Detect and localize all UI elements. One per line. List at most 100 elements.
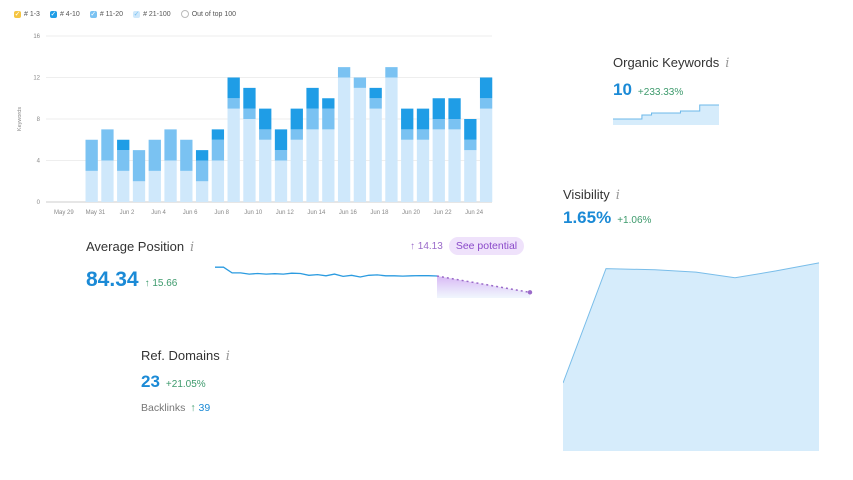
bar-segment[interactable]	[322, 98, 335, 109]
bar-segment[interactable]	[385, 67, 398, 78]
bar-segment[interactable]	[416, 108, 430, 130]
bar-segment[interactable]	[274, 150, 288, 161]
x-tick-label: May 31	[86, 210, 106, 216]
bar-segment[interactable]	[164, 129, 177, 161]
legend-item-1[interactable]: ✓ # 4-10	[49, 10, 80, 18]
bar-segment[interactable]	[448, 119, 461, 130]
bar-segment[interactable]	[337, 67, 351, 78]
bar-segment[interactable]	[448, 129, 461, 202]
bar-segment[interactable]	[101, 160, 114, 203]
y-tick-label: 12	[33, 76, 40, 82]
bar-segment[interactable]	[85, 139, 98, 171]
bar-segment[interactable]	[353, 87, 367, 202]
bar-segment[interactable]	[306, 129, 319, 202]
bar-segment[interactable]	[290, 139, 303, 202]
bar-segment[interactable]	[227, 77, 240, 99]
organic-keywords-title: Organic Keywords	[613, 55, 720, 70]
bar-segment[interactable]	[243, 108, 256, 119]
bar-segment[interactable]	[479, 77, 493, 99]
bar-segment[interactable]	[101, 129, 114, 161]
x-tick-label: Jun 2	[120, 210, 135, 216]
bar-segment[interactable]	[416, 129, 430, 140]
legend-item-2[interactable]: ✓ # 11-20	[89, 10, 123, 18]
bar-segment[interactable]	[164, 160, 177, 203]
bar-segment[interactable]	[148, 139, 161, 171]
bar-segment[interactable]	[290, 129, 303, 140]
legend-item-3[interactable]: ✓ # 21-100	[133, 10, 171, 18]
bar-segment[interactable]	[290, 108, 303, 130]
y-tick-label: 8	[37, 117, 41, 123]
bar-segment[interactable]	[322, 108, 335, 130]
ref-domains-info-icon[interactable]: i	[225, 349, 230, 364]
bar-segment[interactable]	[259, 108, 272, 130]
bar-segment[interactable]	[148, 170, 161, 202]
bar-segment[interactable]	[401, 129, 414, 140]
bar-segment[interactable]	[337, 77, 351, 203]
bar-segment[interactable]	[259, 139, 272, 202]
bar-segment[interactable]	[195, 181, 209, 202]
bar-segment[interactable]	[401, 108, 414, 130]
organic-keywords-value: 10	[613, 80, 632, 99]
bar-segment[interactable]	[85, 170, 98, 202]
bar-segment[interactable]	[369, 87, 382, 99]
avg-position-delta-arrow-icon: ↑	[144, 278, 150, 289]
bar-segment[interactable]	[195, 150, 209, 161]
bar-segment[interactable]	[306, 87, 319, 109]
x-tick-label: Jun 10	[244, 210, 263, 216]
bar-segment[interactable]	[401, 139, 414, 202]
bar-segment[interactable]	[259, 129, 272, 140]
bar-segment[interactable]	[432, 119, 445, 130]
bar-segment[interactable]	[274, 160, 288, 203]
checkbox-unchecked-icon[interactable]	[180, 10, 189, 18]
bar-segment[interactable]	[416, 139, 430, 202]
bar-segment[interactable]	[132, 181, 146, 202]
legend-item-0[interactable]: ✓ # 1-3	[14, 10, 40, 18]
avg-position-sparkline	[215, 266, 533, 298]
bar-segment[interactable]	[211, 129, 225, 140]
bar-segment[interactable]	[195, 160, 209, 182]
bar-segment[interactable]	[479, 98, 493, 109]
avg-position-info-icon[interactable]: i	[190, 240, 195, 255]
bar-segment[interactable]	[211, 160, 225, 203]
visibility-title: Visibility	[563, 187, 610, 202]
checkbox-checked-icon[interactable]: ✓	[49, 10, 57, 18]
potential-arrow-icon: ↑	[410, 240, 415, 252]
bar-segment[interactable]	[243, 87, 256, 109]
bar-segment[interactable]	[385, 77, 398, 203]
avg-position-line	[215, 266, 438, 278]
bar-segment[interactable]	[353, 77, 367, 88]
see-potential-button[interactable]: See potential	[448, 237, 525, 255]
checkbox-checked-icon[interactable]: ✓	[14, 10, 21, 18]
bar-segment[interactable]	[274, 129, 288, 151]
bar-segment[interactable]	[132, 150, 146, 182]
legend-label: Out of top 100	[191, 10, 237, 18]
bar-segment[interactable]	[243, 119, 256, 202]
organic-keywords-info-icon[interactable]: i	[725, 56, 730, 71]
checkbox-checked-icon[interactable]: ✓	[133, 10, 141, 18]
bar-segment[interactable]	[432, 129, 445, 202]
bar-segment[interactable]	[432, 98, 445, 119]
bar-segment[interactable]	[322, 129, 335, 202]
bar-segment[interactable]	[117, 139, 130, 151]
bar-segment[interactable]	[369, 98, 382, 109]
bar-segment[interactable]	[117, 170, 130, 202]
bar-segment[interactable]	[448, 98, 461, 119]
bar-segment[interactable]	[464, 139, 477, 151]
potential-value: 14.13	[417, 240, 443, 252]
legend-item-4[interactable]: Out of top 100	[180, 10, 237, 18]
bar-segment[interactable]	[369, 108, 382, 202]
x-tick-label: Jun 18	[370, 210, 389, 216]
visibility-info-icon[interactable]: i	[615, 188, 620, 203]
checkbox-checked-icon[interactable]: ✓	[89, 10, 97, 18]
bar-segment[interactable]	[180, 170, 193, 202]
bar-segment[interactable]	[227, 98, 240, 109]
bar-segment[interactable]	[117, 150, 130, 171]
bar-segment[interactable]	[464, 150, 477, 202]
bar-segment[interactable]	[227, 108, 240, 202]
bar-segment[interactable]	[464, 119, 477, 140]
bar-segment[interactable]	[479, 108, 493, 202]
bar-segment[interactable]	[211, 139, 225, 161]
backlinks-value[interactable]: 39	[198, 402, 211, 414]
bar-segment[interactable]	[306, 108, 319, 130]
bar-segment[interactable]	[180, 139, 193, 171]
